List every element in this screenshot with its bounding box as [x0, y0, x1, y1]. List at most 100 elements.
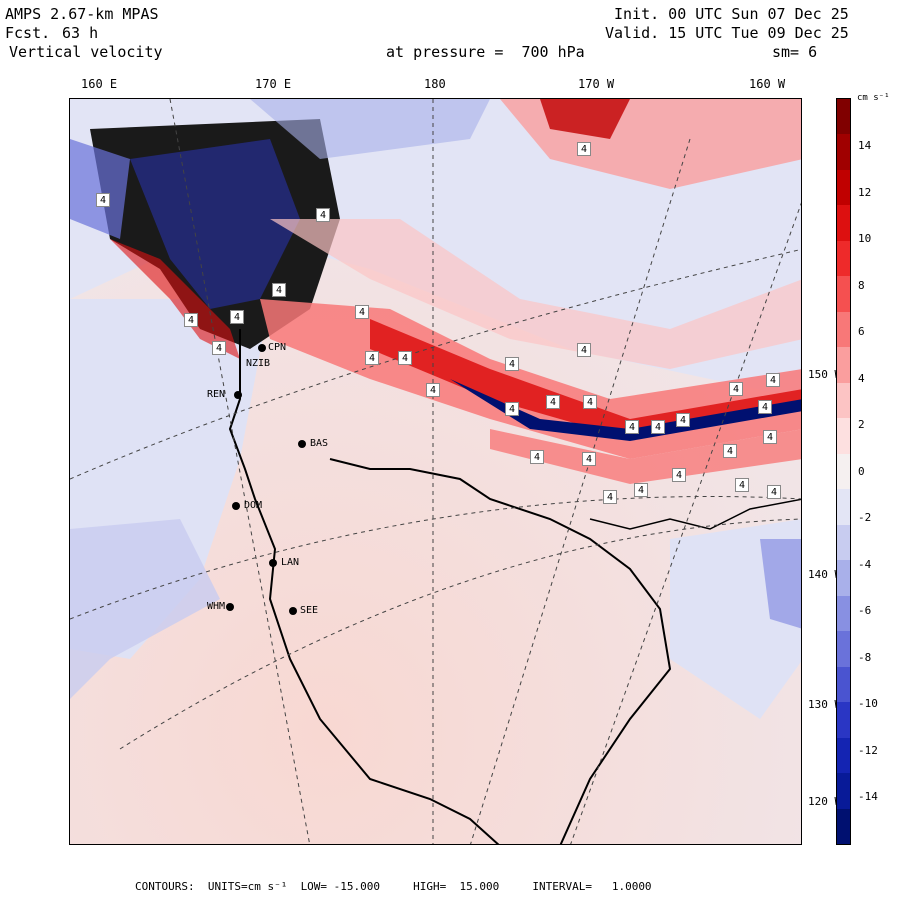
colorbar-label-m14: -14 [858, 790, 878, 803]
contour-label: 4 [530, 450, 544, 464]
smoothing: sm= 6 [772, 43, 818, 61]
station-dot-cpn[interactable] [258, 344, 266, 352]
colorbar-label-m4: -4 [858, 558, 872, 571]
contour-label: 4 [316, 208, 330, 222]
contour-label: 4 [577, 343, 591, 357]
station-dot-dom[interactable] [232, 502, 240, 510]
colorbar-label-m8: -8 [858, 651, 872, 664]
forecast-label: Fcst. [5, 24, 51, 42]
contour-label: 4 [603, 490, 617, 504]
station-label-cpn: CPN [268, 342, 287, 353]
contour-label: 4 [96, 193, 110, 207]
station-dot-whm[interactable] [226, 603, 234, 611]
colorbar-segment [837, 737, 850, 774]
colorbar-segment [837, 489, 850, 526]
contour-label: 4 [230, 310, 244, 324]
contour-label: 4 [729, 382, 743, 396]
colorbar-label-6: 6 [858, 325, 865, 338]
colorbar-label-14: 14 [858, 139, 872, 152]
contour-info: CONTOURS: UNITS=cm s⁻¹ LOW= -15.000 HIGH… [135, 880, 652, 893]
colorbar-segment [837, 453, 850, 490]
colorbar-segment [837, 347, 850, 384]
station-dot-ren[interactable] [234, 391, 242, 399]
station-label-nzib: NZIB [246, 358, 271, 369]
lon-label-180: 180 [424, 77, 446, 91]
station-label-ren: REN [207, 389, 226, 400]
colorbar-segment [837, 169, 850, 206]
contour-label: 4 [651, 420, 665, 434]
contour-label: 4 [212, 341, 226, 355]
forecast-hour: 63 h [62, 24, 99, 42]
lat-label-150w: 150 W [808, 368, 842, 381]
contour-label: 4 [767, 485, 781, 499]
contour-label: 4 [365, 351, 379, 365]
valid-time: Valid. 15 UTC Tue 09 Dec 25 [605, 24, 849, 42]
colorbar-segment [837, 666, 850, 703]
lon-label-160w: 160 W [749, 77, 786, 91]
colorbar-label-2: 2 [858, 418, 865, 431]
colorbar-label-4: 4 [858, 372, 865, 385]
colorbar-segment [837, 311, 850, 348]
colorbar-unit: cm s⁻¹ [857, 93, 890, 103]
colorbar-label-12: 12 [858, 186, 872, 199]
contour-label: 4 [672, 468, 686, 482]
colorbar-label-m10: -10 [858, 697, 878, 710]
contour-label: 4 [272, 283, 286, 297]
field-name: Vertical velocity [9, 43, 163, 61]
contour-label: 4 [577, 142, 591, 156]
colorbar-segment [837, 631, 850, 668]
colorbar-segment [837, 524, 850, 561]
contour-label: 4 [758, 400, 772, 414]
colorbar-label-m6: -6 [858, 604, 872, 617]
contour-label: 4 [546, 395, 560, 409]
lon-label-170e: 170 E [255, 77, 292, 91]
colorbar-segment [837, 205, 850, 242]
colorbar-segment [837, 808, 850, 845]
contour-label: 4 [735, 478, 749, 492]
lon-label-160e: 160 E [81, 77, 118, 91]
colorbar-segment [837, 99, 850, 135]
contour-label: 4 [723, 444, 737, 458]
lat-label-120w: 120 W [808, 795, 842, 808]
lat-label-140w: 140 W [808, 568, 842, 581]
contour-label: 4 [426, 383, 440, 397]
colorbar-segment [837, 134, 850, 171]
station-dot-see[interactable] [289, 607, 297, 615]
colorbar-label-8: 8 [858, 279, 865, 292]
contour-label: 4 [676, 413, 690, 427]
contour-label: 4 [355, 305, 369, 319]
station-dot-lan[interactable] [269, 559, 277, 567]
contour-label: 4 [625, 420, 639, 434]
contour-label: 4 [763, 430, 777, 444]
station-label-see: SEE [300, 605, 319, 616]
colorbar-segment [837, 702, 850, 739]
init-time: Init. 00 UTC Sun 07 Dec 25 [614, 5, 849, 23]
colorbar-label-m12: -12 [858, 744, 878, 757]
station-label-dom: DOM [244, 500, 263, 511]
colorbar-label-0: 0 [858, 465, 865, 478]
model-title: AMPS 2.67-km MPAS [5, 5, 159, 23]
contour-label: 4 [766, 373, 780, 387]
colorbar-segment [837, 595, 850, 632]
contour-label: 4 [634, 483, 648, 497]
colorbar-segment [837, 560, 850, 597]
lon-label-170w: 170 W [578, 77, 615, 91]
lat-label-130w: 130 W [808, 698, 842, 711]
station-dot-bas[interactable] [298, 440, 306, 448]
colorbar-label-m2: -2 [858, 511, 872, 524]
contour-label: 4 [505, 357, 519, 371]
contour-label: 4 [583, 395, 597, 409]
station-label-lan: LAN [281, 557, 300, 568]
colorbar-segment [837, 382, 850, 419]
colorbar-segment [837, 240, 850, 277]
colorbar-segment [837, 773, 850, 810]
vertical-velocity-map [70, 99, 801, 844]
contour-label: 4 [398, 351, 412, 365]
contour-label: 4 [505, 402, 519, 416]
colorbar-label-10: 10 [858, 232, 872, 245]
contour-label: 4 [582, 452, 596, 466]
colorbar-segment [837, 276, 850, 313]
contour-label: 4 [184, 313, 198, 327]
station-label-bas: BAS [310, 438, 329, 449]
colorbar [836, 98, 851, 845]
